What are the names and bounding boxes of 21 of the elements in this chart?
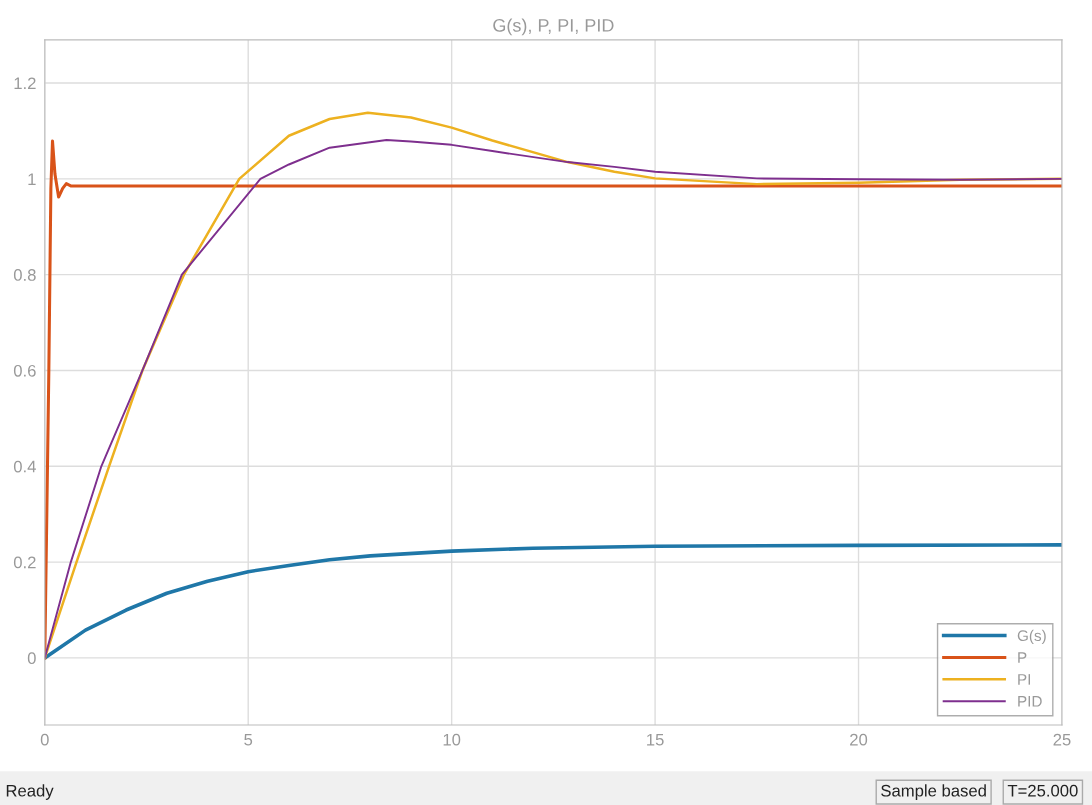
legend-label: PI xyxy=(1018,674,1031,685)
x-tick-label: 25 xyxy=(1053,733,1071,746)
chart-title: G(s), P, PI, PID xyxy=(493,18,614,36)
y-tick-label: 0.6 xyxy=(13,364,36,377)
y-tick-label: 0.8 xyxy=(13,269,36,281)
y-tick-label: 1.2 xyxy=(14,77,36,90)
y-tick-label: 0.4 xyxy=(13,460,36,473)
y-tick-label: 0.2 xyxy=(13,556,36,569)
y-tick-label: 0 xyxy=(27,652,36,665)
x-tick-label: 10 xyxy=(443,733,461,746)
legend-label: PID xyxy=(1018,696,1042,707)
x-tick-label: 20 xyxy=(850,733,868,746)
text: T=25.000 xyxy=(1007,784,1078,797)
legend-label: G(s) xyxy=(1017,629,1046,645)
text: Ready xyxy=(6,784,54,800)
legend-label: P xyxy=(1018,652,1027,663)
y-tick-label: 1 xyxy=(28,173,36,185)
x-tick-label: 15 xyxy=(647,733,664,746)
text: Sample based xyxy=(881,784,986,800)
x-tick-label: 0 xyxy=(40,733,49,746)
x-tick-label: 5 xyxy=(244,733,253,746)
